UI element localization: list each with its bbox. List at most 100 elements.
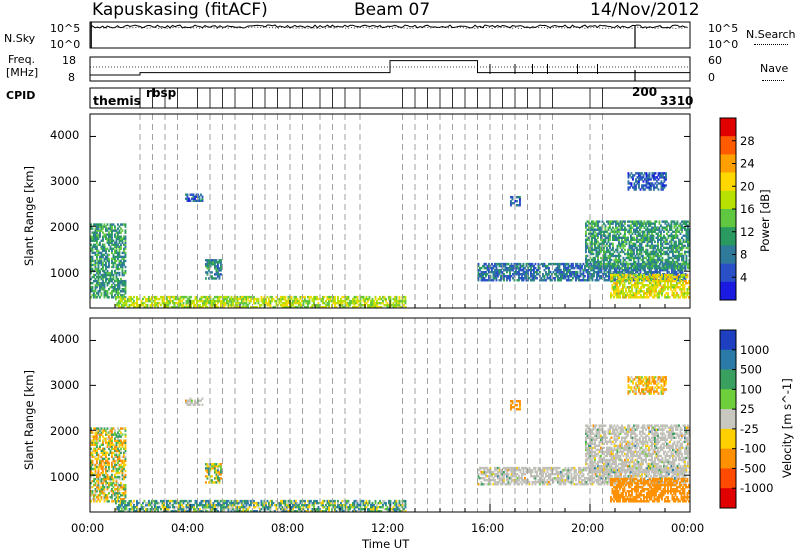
echo-cell: [217, 267, 219, 270]
echo-cell: [227, 505, 230, 509]
echo-cell: [616, 228, 619, 231]
echo-cell: [674, 283, 677, 287]
echo-cell: [111, 445, 113, 448]
echo-cell: [507, 268, 510, 272]
echo-cell: [332, 301, 335, 305]
echo-cell: [609, 238, 611, 242]
echo-cell: [653, 264, 655, 268]
echo-cell: [627, 188, 630, 191]
echo-cell: [201, 197, 204, 200]
echo-cell: [629, 286, 632, 289]
echo-cell: [352, 305, 354, 308]
echo-cell: [211, 275, 213, 278]
echo-cell: [678, 250, 680, 254]
echo-cell: [530, 262, 532, 266]
echo-cell: [275, 301, 278, 305]
echo-cell: [108, 453, 110, 457]
echo-cell: [105, 465, 107, 469]
echo-cell: [655, 258, 658, 262]
echo-cell: [634, 222, 637, 225]
echo-cell: [105, 437, 107, 440]
velocity-panel: [89, 317, 691, 513]
power-panel: [89, 113, 691, 309]
echo-cell: [661, 260, 664, 264]
echo-cell: [679, 254, 682, 258]
echo-cell: [111, 441, 113, 444]
echo-cell: [522, 266, 525, 270]
echo-cell: [585, 234, 587, 237]
echo-cell: [344, 301, 347, 305]
echo-cell: [379, 301, 381, 305]
echo-cell: [542, 274, 544, 278]
echo-cell: [522, 272, 525, 276]
echo-cell: [91, 227, 94, 230]
echo-cell: [566, 270, 568, 274]
echo-cell: [621, 224, 623, 227]
echo-cell: [214, 267, 216, 270]
echo-cell: [656, 176, 658, 179]
echo-cell: [640, 236, 643, 240]
echo-cell: [652, 228, 655, 231]
echo-cell: [404, 305, 407, 308]
echo-cell: [563, 266, 565, 270]
echo-cell: [650, 294, 653, 297]
echo-cell: [606, 230, 608, 233]
echo-cell: [653, 174, 655, 177]
echo-cell: [542, 279, 544, 282]
echo-cell: [597, 264, 599, 268]
echo-cell: [655, 244, 658, 248]
echo-cell: [111, 257, 113, 261]
echo-cell: [163, 501, 165, 505]
echo-cell: [567, 262, 570, 266]
echo-cell: [332, 299, 335, 303]
echo-cell: [643, 279, 645, 283]
echo-cell: [96, 281, 98, 285]
echo-cell: [667, 260, 670, 264]
echo-cell: [663, 230, 665, 233]
echo-cell: [108, 249, 110, 253]
echo-cell: [603, 248, 605, 252]
echo-cell: [280, 297, 282, 301]
echo-cell: [97, 267, 100, 271]
echo-cell: [630, 244, 632, 248]
echo-cell: [97, 481, 100, 485]
echo-cell: [108, 445, 110, 448]
echo-cell: [109, 445, 112, 448]
echo-cell: [673, 240, 676, 244]
echo-cell: [582, 270, 585, 274]
echo-cell: [622, 288, 624, 291]
echo-cell: [636, 264, 638, 268]
echo-cell: [609, 264, 611, 268]
echo-cell: [661, 288, 663, 291]
echo-cell: [117, 255, 119, 259]
echo-cell: [686, 281, 689, 285]
echo-cell: [114, 429, 116, 432]
echo-cell: [123, 461, 125, 465]
echo-cell: [633, 260, 635, 264]
echo-cell: [99, 445, 101, 448]
echo-cell: [106, 259, 109, 263]
echo-cell: [518, 274, 520, 278]
echo-cell: [675, 246, 677, 250]
echo-cell: [561, 274, 564, 278]
echo-cell: [106, 255, 109, 259]
echo-cell: [663, 246, 665, 250]
echo-cell: [337, 297, 339, 301]
echo-cell: [90, 288, 92, 291]
echo-cell: [653, 279, 656, 283]
echo-cell: [283, 295, 285, 299]
echo-cell: [576, 266, 579, 270]
echo-cell: [612, 222, 614, 225]
echo-cell: [203, 505, 206, 509]
echo-cell: [634, 260, 637, 264]
echo-cell: [137, 509, 140, 512]
cpid-overlap-b: 200: [632, 85, 657, 99]
echo-cell: [91, 490, 94, 493]
echo-cell: [616, 279, 618, 283]
echo-cell: [638, 288, 641, 291]
echo-cell: [682, 240, 685, 244]
echo-cell: [610, 292, 612, 295]
echo-cell: [633, 184, 636, 187]
echo-cell: [224, 505, 227, 509]
